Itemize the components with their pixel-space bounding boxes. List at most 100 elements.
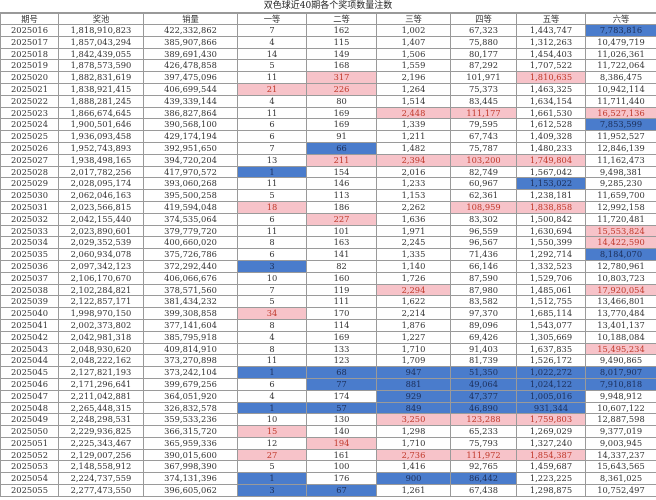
cell-sales: 406,699,544 <box>143 82 238 96</box>
cell-sales: 373,242,104 <box>143 366 238 379</box>
cell-sixth-prize: 8,184,070 <box>585 248 656 261</box>
cell-sales: 422,332,862 <box>143 24 238 37</box>
cell-sixth-prize: 8,361,025 <box>585 472 656 486</box>
cell-fourth-prize: 87,980 <box>450 283 517 297</box>
table-row: 2025046 2,171,296,641 399,679,256 6 77 881 49,… <box>0 377 656 391</box>
cell-fourth-prize: 96,559 <box>450 224 517 238</box>
cell-fifth-prize: 1,153,022 <box>516 177 586 191</box>
table-row: 2025038 2,102,284,821 378,571,560 7 119 2,294… <box>0 283 656 297</box>
cell-sixth-prize: 11,026,361 <box>585 47 656 61</box>
cell-first-prize: 10 <box>237 271 307 285</box>
header-first-prize: 一等 <box>237 13 307 25</box>
cell-second-prize: 67 <box>306 484 377 497</box>
cell-fourth-prize: 97,370 <box>450 307 517 320</box>
table-row: 2025054 2,224,737,559 374,131,396 1 176 900 86… <box>0 472 656 486</box>
table-row: 2025030 2,062,046,163 395,500,258 5 113 1,153… <box>0 189 656 202</box>
cell-prize-pool: 2,097,342,123 <box>58 259 144 273</box>
cell-third-prize: 1,636 <box>376 212 451 226</box>
cell-fifth-prize: 931,344 <box>516 401 586 415</box>
table-row: 2025045 2,127,821,193 373,242,104 1 68 947 51,… <box>0 366 656 379</box>
cell-first-prize: 34 <box>237 307 307 320</box>
table-row: 2025050 2,229,936,825 366,315,720 15 140 1,29… <box>0 425 656 438</box>
cell-fourth-prize: 67,323 <box>450 24 517 37</box>
table-row: 2025047 2,211,042,881 364,051,920 4 174 929 47… <box>0 389 656 403</box>
table-row: 2025019 1,878,573,590 426,478,858 5 168 1,559… <box>0 59 656 73</box>
cell-issue: 2025025 <box>0 130 59 143</box>
cell-third-prize: 2,214 <box>376 307 451 320</box>
table-row: 2025029 2,028,095,174 393,060,268 11 146 1,23… <box>0 177 656 191</box>
table-row: 2025024 1,900,501,646 390,568,100 6 169 1,339… <box>0 118 656 132</box>
header-fourth-prize: 四等 <box>450 13 517 25</box>
cell-sales: 379,779,720 <box>143 224 238 238</box>
cell-prize-pool: 2,277,473,550 <box>58 484 144 497</box>
cell-fifth-prize: 1,500,842 <box>516 212 586 226</box>
cell-sales: 419,594,048 <box>143 200 238 214</box>
cell-fourth-prize: 92,765 <box>450 460 517 474</box>
cell-fourth-prize: 75,880 <box>450 35 517 49</box>
cell-second-prize: 154 <box>306 165 377 179</box>
cell-sales: 375,726,786 <box>143 248 238 261</box>
cell-fifth-prize: 1,327,240 <box>516 436 586 450</box>
cell-issue: 2025053 <box>0 460 59 474</box>
cell-issue: 2025051 <box>0 436 59 450</box>
cell-prize-pool: 2,106,170,670 <box>58 271 144 285</box>
cell-third-prize: 1,710 <box>376 342 451 356</box>
cell-issue: 2025043 <box>0 342 59 356</box>
cell-second-prize: 130 <box>306 413 377 427</box>
cell-first-prize: 11 <box>237 354 307 368</box>
cell-third-prize: 1,482 <box>376 141 451 155</box>
cell-third-prize: 2,016 <box>376 165 451 179</box>
cell-first-prize: 4 <box>237 389 307 403</box>
cell-prize-pool: 2,042,981,318 <box>58 330 144 344</box>
cell-prize-pool: 1,900,501,646 <box>58 118 144 132</box>
cell-third-prize: 1,211 <box>376 130 451 143</box>
cell-prize-pool: 2,028,095,174 <box>58 177 144 191</box>
cell-fifth-prize: 1,567,042 <box>516 165 586 179</box>
cell-sales: 381,434,232 <box>143 295 238 309</box>
cell-third-prize: 1,514 <box>376 94 451 108</box>
cell-sixth-prize: 9,377,019 <box>585 425 656 438</box>
cell-fifth-prize: 1,759,803 <box>516 413 586 427</box>
cell-first-prize: 6 <box>237 377 307 391</box>
cell-first-prize: 10 <box>237 413 307 427</box>
cell-second-prize: 123 <box>306 354 377 368</box>
table-row: 2025043 2,048,930,620 409,814,910 8 133 1,710… <box>0 342 656 356</box>
table-row: 2025053 2,148,558,912 367,998,390 5 100 1,416… <box>0 460 656 474</box>
cell-third-prize: 947 <box>376 366 451 379</box>
cell-first-prize: 11 <box>237 177 307 191</box>
cell-prize-pool: 1,952,743,893 <box>58 141 144 155</box>
header-sixth-prize: 六等 <box>585 13 656 25</box>
table-row: 2025023 1,866,674,645 386,827,864 11 169 2,44… <box>0 106 656 120</box>
cell-fifth-prize: 1,550,399 <box>516 236 586 250</box>
cell-issue: 2025028 <box>0 165 59 179</box>
cell-fifth-prize: 1,409,328 <box>516 130 586 143</box>
cell-second-prize: 169 <box>306 330 377 344</box>
cell-fifth-prize: 1,463,325 <box>516 82 586 96</box>
cell-sixth-prize: 13,466,801 <box>585 295 656 309</box>
table-row: 2025021 1,838,921,415 406,699,544 21 226 1,26… <box>0 82 656 96</box>
cell-sales: 389,691,430 <box>143 47 238 61</box>
cell-second-prize: 114 <box>306 318 377 332</box>
cell-second-prize: 113 <box>306 189 377 202</box>
cell-sixth-prize: 12,780,961 <box>585 259 656 273</box>
cell-fourth-prize: 67,438 <box>450 484 517 497</box>
cell-third-prize: 2,196 <box>376 71 451 84</box>
cell-issue: 2025034 <box>0 236 59 250</box>
header-prize-pool: 奖池 <box>58 13 144 25</box>
cell-first-prize: 5 <box>237 59 307 73</box>
cell-sales: 400,660,020 <box>143 236 238 250</box>
cell-second-prize: 111 <box>306 295 377 309</box>
cell-prize-pool: 1,866,674,645 <box>58 106 144 120</box>
table-row: 2025052 2,129,007,256 390,015,600 27 161 2,73… <box>0 448 656 462</box>
cell-third-prize: 929 <box>376 389 451 403</box>
cell-fourth-prize: 83,582 <box>450 295 517 309</box>
cell-sales: 359,533,236 <box>143 413 238 427</box>
cell-fourth-prize: 49,064 <box>450 377 517 391</box>
cell-sixth-prize: 9,498,381 <box>585 165 656 179</box>
cell-second-prize: 168 <box>306 59 377 73</box>
table-row: 2025020 1,882,831,619 397,475,096 11 317 2,19… <box>0 71 656 84</box>
cell-sales: 393,060,268 <box>143 177 238 191</box>
cell-fourth-prize: 96,567 <box>450 236 517 250</box>
cell-prize-pool: 2,048,222,162 <box>58 354 144 368</box>
cell-sixth-prize: 7,910,818 <box>585 377 656 391</box>
